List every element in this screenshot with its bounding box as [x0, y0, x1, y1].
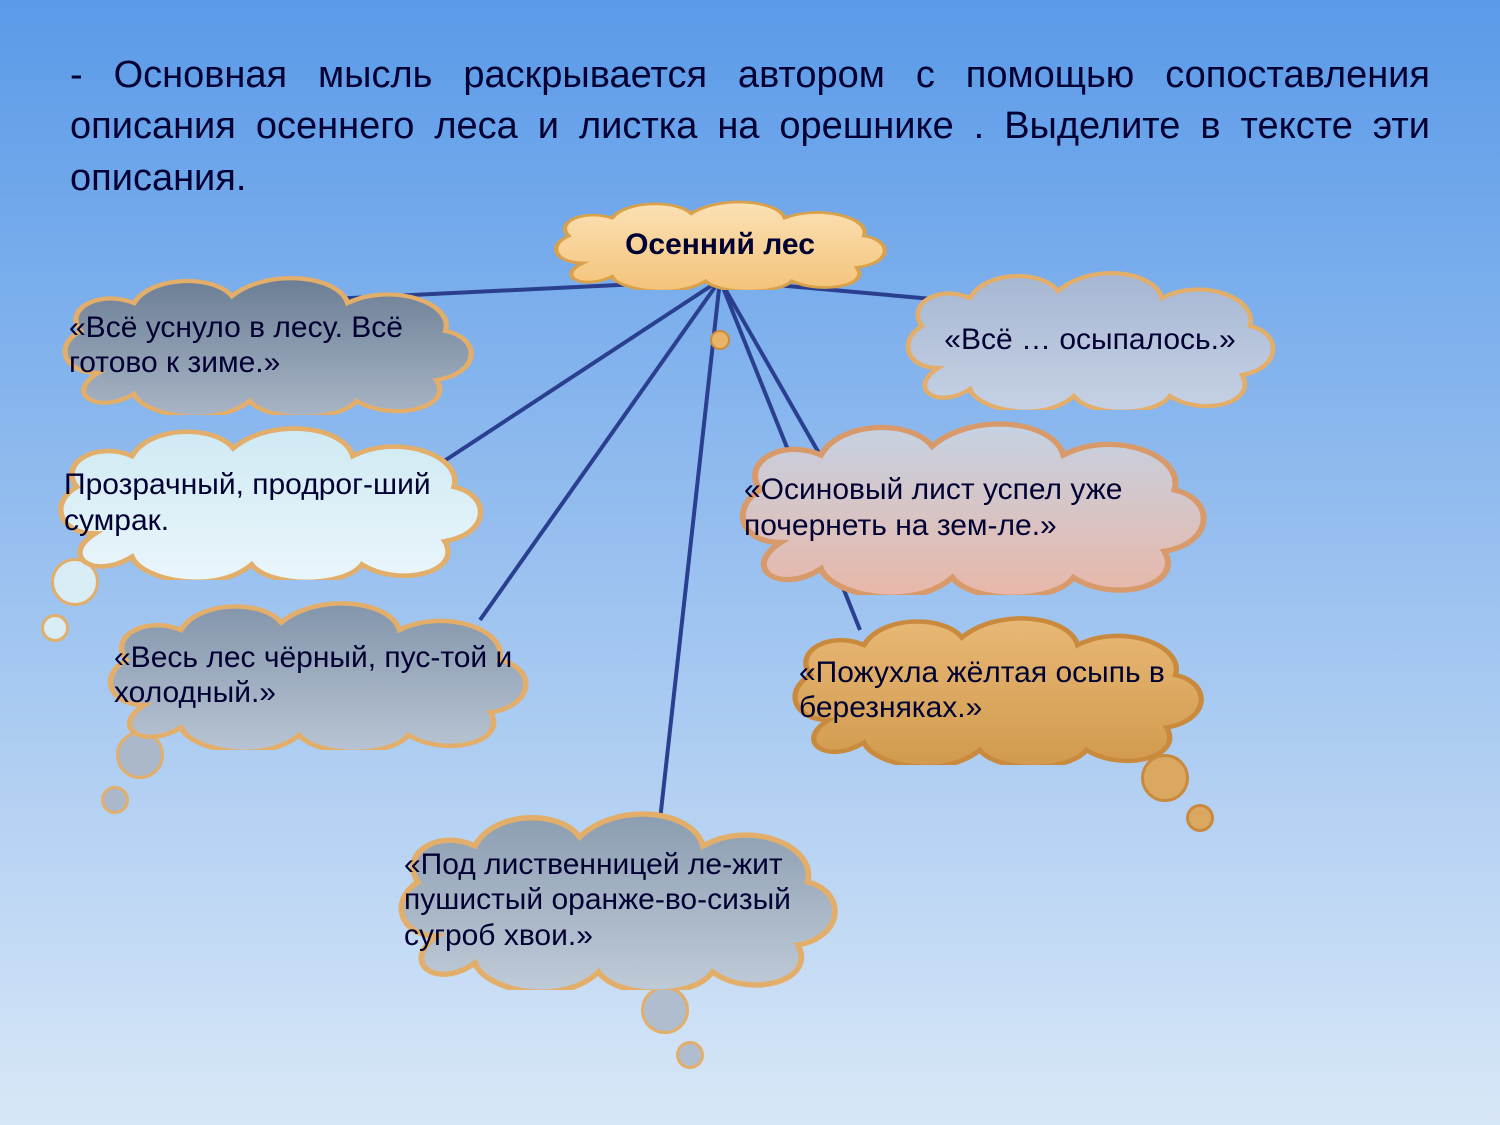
- cloud-center: Осенний лес: [540, 200, 900, 290]
- cloud-center-label: Осенний лес: [625, 227, 815, 262]
- cloud-c7-text: «Всё … осыпалось.»: [944, 322, 1235, 357]
- cloud-c6-text: «Осиновый лист успел уже почернеть на зе…: [744, 472, 1201, 543]
- cloud-c6: «Осиновый лист успел уже почернеть на зе…: [720, 420, 1225, 595]
- cloud-c4-text: «Под лиственницей ле-жит пушистый оранже…: [404, 847, 831, 953]
- cloud-c3: «Весь лес чёрный, пус-той и холодный.»: [90, 600, 545, 750]
- thought-tail-7: [1186, 804, 1214, 832]
- thought-tail-4: [641, 986, 689, 1034]
- cloud-c4: «Под лиственницей ле-жит пушистый оранже…: [380, 810, 855, 990]
- slide-title: - Основная мысль раскрывается автором с …: [70, 50, 1430, 204]
- thought-tail-3: [101, 786, 129, 814]
- cloud-c7: «Всё … осыпалось.»: [890, 270, 1290, 410]
- cloud-c5-text: «Пожухла жёлтая осыпь в березняках.»: [799, 655, 1196, 726]
- thought-tail-1: [41, 614, 69, 642]
- cloud-c1-text: «Всё уснуло в лесу. Всё готово к зиме.»: [69, 310, 466, 381]
- cloud-c2: Прозрачный, продрог-ший сумрак.: [40, 425, 500, 580]
- cloud-c2-text: Прозрачный, продрог-ший сумрак.: [64, 467, 476, 538]
- cloud-c5: «Пожухла жёлтая осыпь в березняках.»: [775, 615, 1220, 765]
- cloud-c3-text: «Весь лес чёрный, пус-той и холодный.»: [114, 640, 521, 711]
- cloud-c1: «Всё уснуло в лесу. Всё готово к зиме.»: [45, 275, 490, 415]
- thought-tail-5: [676, 1041, 704, 1069]
